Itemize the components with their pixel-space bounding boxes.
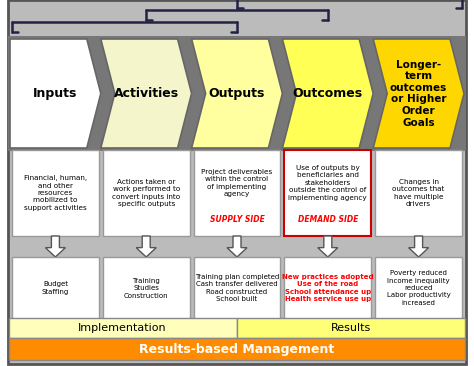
Polygon shape: [10, 39, 101, 148]
Text: Results: Results: [331, 323, 372, 333]
Text: Implementation: Implementation: [78, 323, 167, 333]
Text: Use of outputs by
beneficiaries and
stakeholders
outside the control of
implemen: Use of outputs by beneficiaries and stak…: [289, 165, 367, 201]
Text: Actions taken or
work performed to
convert inputs into
specific outputs: Actions taken or work performed to conve…: [112, 179, 180, 207]
FancyBboxPatch shape: [103, 257, 190, 319]
Polygon shape: [136, 236, 156, 257]
FancyBboxPatch shape: [9, 338, 465, 360]
Text: SUPPLY SIDE: SUPPLY SIDE: [210, 215, 264, 224]
Text: Outcomes: Outcomes: [293, 87, 363, 100]
Polygon shape: [409, 236, 428, 257]
FancyBboxPatch shape: [237, 318, 465, 338]
FancyBboxPatch shape: [12, 150, 99, 236]
Text: New practices adopted
Use of the road
School attendance up
Health service use up: New practices adopted Use of the road Sc…: [282, 274, 374, 302]
Text: Longer-
term
outcomes
or Higher
Order
Goals: Longer- term outcomes or Higher Order Go…: [390, 60, 447, 127]
Polygon shape: [373, 39, 464, 148]
Polygon shape: [283, 39, 373, 148]
Polygon shape: [318, 236, 338, 257]
FancyBboxPatch shape: [284, 257, 371, 319]
Text: Training
Studies
Construction: Training Studies Construction: [124, 277, 169, 299]
FancyBboxPatch shape: [193, 257, 281, 319]
Text: Inputs: Inputs: [33, 87, 78, 100]
Text: Training plan completed
Cash transfer delivered
Road constructed
School built: Training plan completed Cash transfer de…: [195, 274, 279, 302]
FancyBboxPatch shape: [375, 150, 462, 236]
FancyBboxPatch shape: [375, 257, 462, 319]
Text: Outputs: Outputs: [209, 87, 265, 100]
Text: Poverty reduced
Income inequality
reduced
Labor productivity
increased: Poverty reduced Income inequality reduce…: [387, 270, 450, 306]
Polygon shape: [227, 236, 247, 257]
FancyBboxPatch shape: [8, 0, 466, 364]
Text: DEMAND SIDE: DEMAND SIDE: [298, 215, 358, 224]
Text: Activities: Activities: [114, 87, 179, 100]
FancyBboxPatch shape: [8, 36, 466, 151]
FancyBboxPatch shape: [193, 150, 281, 236]
FancyBboxPatch shape: [9, 318, 237, 338]
Text: Changes in
outcomes that
have multiple
drivers: Changes in outcomes that have multiple d…: [392, 179, 445, 207]
FancyBboxPatch shape: [103, 150, 190, 236]
FancyBboxPatch shape: [12, 257, 99, 319]
Polygon shape: [101, 39, 191, 148]
Text: Financial, human,
and other
resources
mobilized to
support activities: Financial, human, and other resources mo…: [24, 175, 87, 211]
Text: Budget
Staffing: Budget Staffing: [42, 281, 69, 295]
Text: Project deliverables
within the control
of implementing
agency: Project deliverables within the control …: [201, 169, 273, 197]
Polygon shape: [191, 39, 283, 148]
Text: Results-based Management: Results-based Management: [139, 343, 335, 355]
FancyBboxPatch shape: [284, 150, 371, 236]
Polygon shape: [46, 236, 65, 257]
